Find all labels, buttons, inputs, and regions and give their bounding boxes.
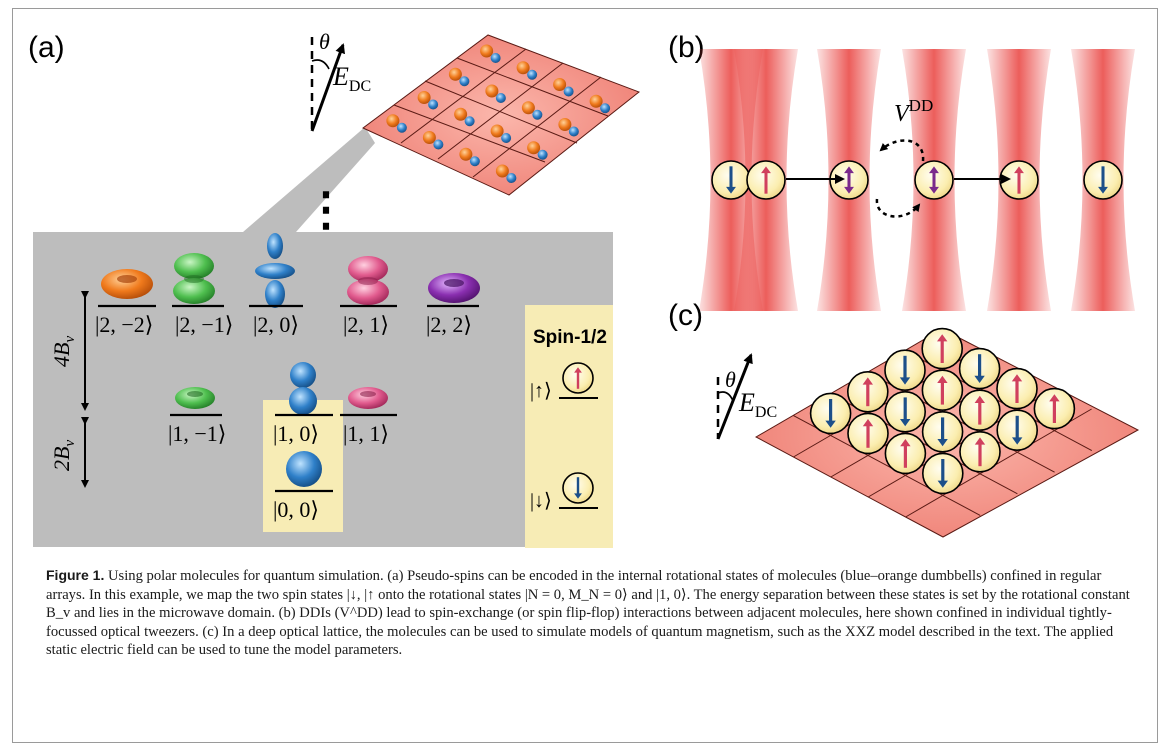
- spin-down-molecule: [921, 452, 964, 495]
- orbital-2-m2: [101, 269, 153, 299]
- state-labels: |2, −2⟩ |2, −1⟩ |2, 0⟩ |2, 1⟩ |2, 2⟩ |1,…: [95, 312, 472, 522]
- panel-b-label: (b): [668, 31, 705, 64]
- panel-a-label: (a): [28, 31, 65, 64]
- spin-lattice: [809, 327, 1076, 495]
- figure-caption: Figure 1. Using polar molecules for quan…: [46, 566, 1136, 660]
- caption-text: Using polar molecules for quantum simula…: [46, 568, 1130, 659]
- orbital-2-0: [255, 233, 295, 308]
- molecule-dumbbell: [448, 67, 470, 87]
- molecule-dumbbell: [521, 101, 543, 120]
- spin-down-molecule: [921, 410, 964, 453]
- interaction-label: VDD: [894, 96, 933, 127]
- theta-symbol-c: θ: [725, 367, 736, 392]
- orbital-2-2: [428, 273, 480, 303]
- molecule-dumbbell: [553, 78, 574, 97]
- spin-down-molecule: [1083, 160, 1123, 200]
- field-indicator-c: θ EDC: [716, 353, 777, 440]
- spin-up-sphere: [562, 362, 594, 394]
- caption-label: Figure 1.: [46, 567, 105, 583]
- exchange-arrows: [875, 139, 925, 218]
- spin-up-molecule: [959, 430, 1001, 473]
- spin-down-molecule: [884, 349, 926, 392]
- field-symbol-a: EDC: [332, 62, 371, 95]
- tweezer-array: [699, 49, 1135, 311]
- molecule-array: [386, 44, 611, 183]
- molecule-dumbbell: [480, 44, 501, 63]
- molecule-dumbbell: [527, 141, 548, 160]
- molecule-dumbbell: [422, 131, 444, 150]
- spin-half-box: Spin-1/2 |↑⟩ |↓⟩: [525, 305, 613, 548]
- state-2-m1: |2, −1⟩: [175, 312, 233, 337]
- figure-frame: (a) θ EDC ⋮: [12, 8, 1158, 743]
- spin-up-molecule: [958, 389, 1001, 432]
- spin-down-molecule: [996, 409, 1039, 452]
- state-0-0: |0, 0⟩: [273, 497, 319, 522]
- state-1-1: |1, 1⟩: [343, 421, 389, 446]
- orbital-1-0: [289, 362, 317, 415]
- superposition-molecule: [829, 160, 869, 200]
- spin-up-molecule: [846, 370, 889, 413]
- ellipsis-dots: ⋮: [303, 183, 349, 235]
- spin-down-molecule: [958, 347, 1001, 390]
- molecule-dumbbell: [459, 147, 480, 167]
- molecule-dumbbell: [490, 124, 512, 143]
- orbital-1-m1: [175, 387, 215, 409]
- spin-up-molecule: [884, 432, 927, 475]
- spin-down-sphere: [562, 472, 594, 504]
- spin-up-molecule: [847, 412, 889, 455]
- gap-2bv-label: 2Bv: [49, 440, 78, 471]
- spin-up-molecule: [1033, 387, 1076, 430]
- state-2-1: |2, 1⟩: [343, 312, 389, 337]
- field-symbol-c: EDC: [738, 388, 777, 421]
- gap-arrows: 4Bv 2Bv: [49, 291, 89, 488]
- spin-down-molecule: [809, 392, 852, 435]
- state-1-m1: |1, −1⟩: [168, 421, 226, 446]
- state-2-2: |2, 2⟩: [426, 312, 472, 337]
- spin-down-label: |↓⟩: [530, 490, 552, 512]
- spin-half-title: Spin-1/2: [533, 327, 607, 348]
- molecule-dumbbell: [516, 61, 538, 80]
- field-indicator-a: θ EDC: [310, 29, 371, 132]
- molecule-dumbbell: [589, 94, 611, 114]
- energy-levels: [98, 304, 479, 493]
- gap-4bv-label: 4Bv: [49, 336, 78, 367]
- spin-up-label: |↑⟩: [530, 380, 552, 402]
- spin-down-molecule: [884, 390, 927, 433]
- theta-symbol-a: θ: [319, 29, 330, 54]
- superposition-molecule: [914, 160, 954, 200]
- molecule-dumbbell: [417, 91, 439, 110]
- state-2-m2: |2, −2⟩: [95, 312, 153, 337]
- orbital-0-0: [286, 451, 322, 487]
- state-1-0: |1, 0⟩: [273, 421, 319, 446]
- panel-c-label: (c): [668, 299, 703, 332]
- molecule-dumbbell: [495, 164, 517, 183]
- molecule-dumbbell: [386, 114, 407, 133]
- orbital-1-1: [348, 387, 388, 409]
- spin-up-molecule: [921, 369, 964, 412]
- spin-up-molecule: [746, 160, 786, 200]
- spin-up-molecule: [996, 367, 1038, 410]
- spin-up-molecule: [999, 160, 1039, 200]
- orbital-2-m1: [173, 253, 215, 304]
- lattice-c: [754, 327, 1140, 538]
- molecule-dumbbell: [485, 84, 506, 103]
- orbital-shapes: [101, 233, 480, 487]
- molecule-dumbbell: [454, 107, 475, 127]
- spin-up-molecule: [921, 327, 964, 370]
- molecule-dumbbell: [558, 118, 579, 137]
- lattice-a: [362, 34, 641, 196]
- zoom-shade-region: [33, 127, 613, 547]
- figure-graphic: (a) θ EDC ⋮: [28, 29, 1140, 548]
- spin-down-molecule: [711, 160, 751, 200]
- state-2-0: |2, 0⟩: [253, 312, 299, 337]
- orbital-2-1: [347, 256, 389, 305]
